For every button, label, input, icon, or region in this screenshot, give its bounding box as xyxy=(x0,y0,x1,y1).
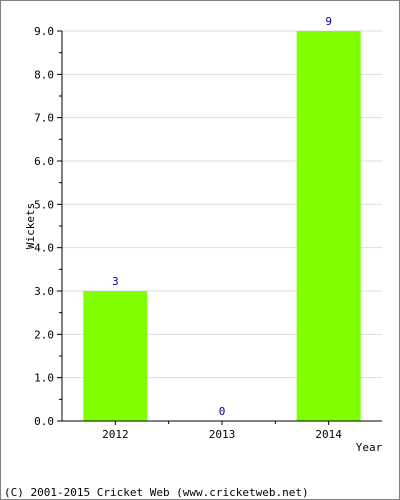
copyright-footer: (C) 2001-2015 Cricket Web (www.cricketwe… xyxy=(4,486,309,499)
y-tick-label: 5.0 xyxy=(34,198,54,211)
x-axis-title: Year xyxy=(356,441,383,454)
bars xyxy=(83,31,361,421)
data-label: 0 xyxy=(219,405,226,418)
data-label: 3 xyxy=(112,275,119,288)
x-tick-label: 2014 xyxy=(315,428,342,441)
y-tick-label: 3.0 xyxy=(34,285,54,298)
y-axis-title: Wickets xyxy=(24,203,37,249)
data-label: 9 xyxy=(325,15,332,28)
y-tick-label: 9.0 xyxy=(34,25,54,38)
y-tick-label: 6.0 xyxy=(34,155,54,168)
y-tick-label: 4.0 xyxy=(34,242,54,255)
x-tick-label: 2012 xyxy=(102,428,129,441)
y-ticks: 0.0 1.0 2.0 3.0 4.0 5.0 6.0 7.0 8.0 9.0 xyxy=(34,25,62,428)
y-tick-label: 7.0 xyxy=(34,112,54,125)
bar xyxy=(83,291,148,421)
x-ticks: 2012 2013 2014 xyxy=(102,421,342,441)
y-tick-label: 8.0 xyxy=(34,68,54,81)
y-tick-label: 1.0 xyxy=(34,372,54,385)
x-tick-label: 2013 xyxy=(209,428,236,441)
y-tick-label: 0.0 xyxy=(34,415,54,428)
y-tick-label: 2.0 xyxy=(34,328,54,341)
data-labels: 3 0 9 xyxy=(112,15,332,418)
bar xyxy=(296,31,361,421)
